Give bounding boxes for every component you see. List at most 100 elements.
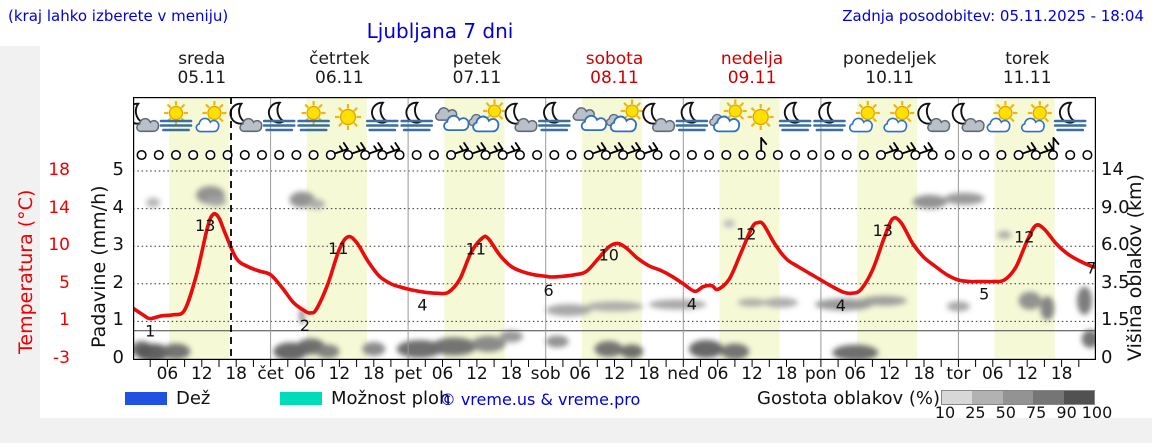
temp-tick: 14 xyxy=(48,197,70,218)
cover-tick: 90 xyxy=(1056,403,1077,422)
wind-symbol xyxy=(463,142,487,161)
cloud-icon xyxy=(848,117,873,133)
cloud-height-tick: 0 xyxy=(1101,347,1113,368)
weather-icon-moon-fog xyxy=(366,101,399,132)
temp-value-label: 13 xyxy=(195,216,215,235)
cover-tick: 75 xyxy=(1026,403,1047,422)
wind-symbol xyxy=(1013,142,1037,161)
moon-icon xyxy=(1058,101,1077,124)
cloud-cover-legend-title: Gostota oblakov (%) xyxy=(753,388,945,409)
day-header: ponedeljek 10.11 xyxy=(820,50,960,88)
precip-tick: 0 xyxy=(112,347,124,368)
wind-symbol xyxy=(910,142,934,161)
weather-icon-sun-cloud xyxy=(986,101,1018,133)
precip-tick: 1 xyxy=(112,309,124,331)
x-hour-label: 12 xyxy=(328,364,351,384)
wind-symbol xyxy=(1030,142,1054,161)
temp-value-label: 4 xyxy=(836,296,846,315)
fog-icon xyxy=(297,119,330,132)
wind-symbol xyxy=(738,149,749,161)
cloud-icon xyxy=(652,117,676,133)
sun-icon xyxy=(723,99,747,123)
cover-tick: 100 xyxy=(1081,403,1113,422)
precip-tick: 5 xyxy=(112,159,124,180)
day-date: 11.11 xyxy=(1002,68,1052,88)
x-hour-label: 18 xyxy=(500,364,523,384)
cloud-icon xyxy=(927,117,951,133)
day-name: četrtek xyxy=(309,49,370,69)
fog-icon xyxy=(159,119,193,132)
cloud-height-tick: 3.5 xyxy=(1101,271,1130,293)
moon-icon xyxy=(504,102,523,125)
x-day-label: pet xyxy=(394,364,423,384)
wind-symbol xyxy=(188,149,199,161)
x-hour-label: 12 xyxy=(603,364,626,384)
weather-icon-moon-cloud xyxy=(642,102,676,133)
wind-symbol xyxy=(360,142,384,161)
x-hour-label: 12 xyxy=(190,364,213,384)
wind-symbol xyxy=(394,149,405,161)
temp-value-label: 13 xyxy=(873,221,893,240)
x-hour-label: 12 xyxy=(741,364,763,384)
weather-icon-moon-fog xyxy=(778,101,812,132)
credit-link[interactable]: © vreme.us & vreme.pro xyxy=(439,390,641,409)
day-date: 08.11 xyxy=(590,68,639,88)
day-name: nedelja xyxy=(720,49,784,69)
wind-symbol xyxy=(686,149,697,161)
day-header: sobota 08.11 xyxy=(545,50,685,88)
day-date: 10.11 xyxy=(865,68,914,88)
wind-symbol xyxy=(377,142,401,161)
wind-symbol xyxy=(239,149,250,161)
wind-symbol xyxy=(824,149,835,161)
temp-value-label: 11 xyxy=(466,240,486,259)
weather-icon-sun-cloud xyxy=(1020,101,1052,133)
wind-symbol xyxy=(652,149,663,161)
cloud-icon xyxy=(609,115,637,133)
cloud-icon xyxy=(239,117,263,133)
weather-icon-moon-fog xyxy=(262,101,296,132)
x-hour-label: 12 xyxy=(1016,364,1039,384)
wind-symbol xyxy=(858,149,869,161)
day-header: četrtek 06.11 xyxy=(269,50,409,88)
wind-symbol xyxy=(274,149,285,161)
moon-icon xyxy=(229,102,248,125)
wind-symbol xyxy=(961,149,973,161)
sun-icon xyxy=(747,104,774,130)
moon-icon xyxy=(405,101,424,124)
daylight-band xyxy=(444,97,505,360)
daylight-band xyxy=(581,97,642,360)
fog-icon xyxy=(813,119,846,132)
wind-symbol xyxy=(875,142,899,161)
wind-symbol xyxy=(944,149,955,161)
weather-icon-clouds xyxy=(572,107,608,132)
moon-icon xyxy=(642,102,661,125)
sun-icon xyxy=(890,101,915,125)
cover-tick: 10 xyxy=(934,403,956,422)
temp-value-label: 12 xyxy=(1014,228,1034,247)
showers-legend-swatch xyxy=(280,392,322,405)
x-hour-label: 06 xyxy=(706,364,729,384)
sun-icon xyxy=(855,101,880,125)
cloud-height-tick: 6.0 xyxy=(1101,234,1130,256)
wind-symbol xyxy=(308,149,319,161)
x-hour-label: 06 xyxy=(431,364,454,384)
weather-icon-moon-cloud xyxy=(951,102,985,133)
daylight-band xyxy=(306,97,367,360)
fog-icon xyxy=(537,119,571,132)
day-header: torek 11.11 xyxy=(957,50,1097,88)
wind-symbol xyxy=(549,149,560,161)
fog-icon xyxy=(366,119,399,132)
wind-symbol xyxy=(1047,137,1060,161)
cloud-height-tick: 9.0 xyxy=(1101,196,1130,218)
temp-tick: -3 xyxy=(53,348,70,368)
wind-symbol xyxy=(841,149,852,161)
temp-value-label: 5 xyxy=(979,285,989,304)
plot-border xyxy=(133,97,1096,360)
cloud-icon xyxy=(1020,117,1045,133)
x-day-label: ned xyxy=(667,364,700,384)
wind-symbol xyxy=(979,149,990,161)
weather-icon-sun-cloud xyxy=(195,101,227,133)
temp-tick: 18 xyxy=(48,160,70,180)
weather-icon-clouds xyxy=(434,107,470,132)
weather-icon-moon-fog xyxy=(400,101,434,132)
